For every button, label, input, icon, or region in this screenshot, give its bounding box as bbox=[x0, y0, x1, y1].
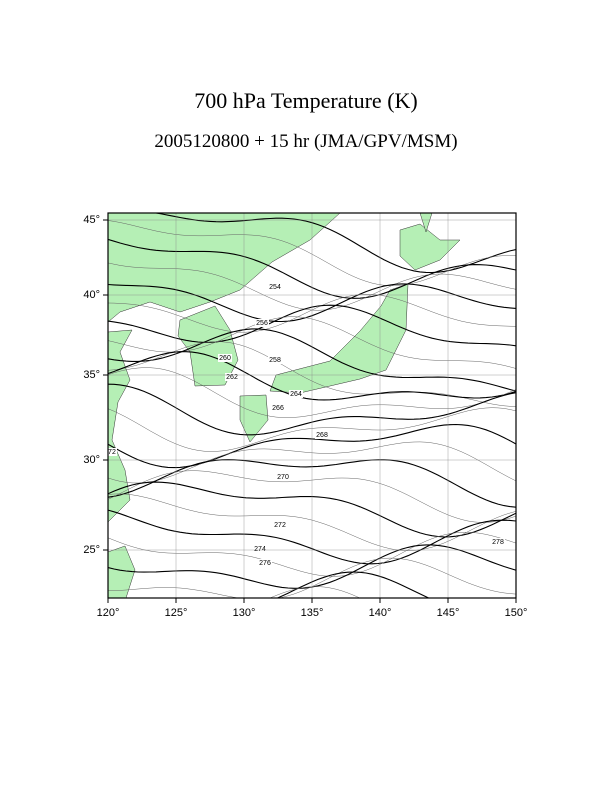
contour-label: 264 bbox=[290, 391, 302, 398]
lon-tick-label: 140° bbox=[369, 607, 392, 619]
map-area: 254 256 258 260 262 264 266 268 270 272 274 276 278 2… bbox=[104, 213, 516, 598]
lon-tick-label: 120° bbox=[97, 607, 120, 619]
lat-tick-label: 25° bbox=[83, 544, 100, 556]
contour-label: 270 bbox=[277, 474, 289, 481]
lon-tick-label: 125° bbox=[165, 607, 188, 619]
contour-label-bg bbox=[268, 356, 282, 364]
contour-label-bg bbox=[255, 319, 269, 327]
land bbox=[399, 223, 461, 271]
land bbox=[108, 545, 136, 598]
land bbox=[177, 305, 239, 387]
contour-label-bg bbox=[491, 538, 505, 546]
lon-tick-label: 135° bbox=[301, 607, 324, 619]
contour-label-bg bbox=[108, 448, 117, 456]
land bbox=[419, 213, 433, 233]
contour-label: 262 bbox=[226, 374, 238, 381]
land bbox=[108, 329, 133, 523]
contour-label: 258 bbox=[269, 357, 281, 364]
lat-tick-label: 45° bbox=[83, 214, 100, 226]
lon-tick-label: 130° bbox=[233, 607, 256, 619]
contour-label-bg bbox=[315, 431, 329, 439]
contour-label-bg bbox=[225, 373, 239, 381]
contour-label-bg bbox=[289, 390, 303, 398]
land bbox=[108, 213, 341, 323]
contour-label-bg bbox=[253, 545, 267, 553]
lat-tick-label: 40° bbox=[83, 289, 100, 301]
land bbox=[239, 394, 269, 443]
title: 700 hPa Temperature (K) bbox=[194, 88, 417, 113]
contour-label: 278 bbox=[492, 539, 504, 546]
lon-tick-label: 145° bbox=[437, 607, 460, 619]
contour-label: 256 bbox=[256, 320, 268, 327]
lat-tick-label: 35° bbox=[83, 369, 100, 381]
contour-label-bg bbox=[258, 559, 272, 567]
contour-label: 272 bbox=[104, 449, 116, 456]
lat-tick-label: 30° bbox=[83, 454, 100, 466]
contour-label-bg bbox=[268, 283, 282, 291]
contour-label-bg bbox=[218, 354, 232, 362]
contour-label: 268 bbox=[316, 432, 328, 439]
contour-label: 272 bbox=[274, 522, 286, 529]
contour-label-bg bbox=[273, 521, 287, 529]
contour-label: 276 bbox=[259, 560, 271, 567]
lon-tick-label: 150° bbox=[505, 607, 528, 619]
contour-label-bg bbox=[271, 404, 285, 412]
contour-label: 254 bbox=[269, 284, 281, 291]
contour-label-bg bbox=[276, 473, 290, 481]
contour-label: 266 bbox=[272, 405, 284, 412]
subtitle: 2005120800 + 15 hr (JMA/GPV/MSM) bbox=[154, 131, 457, 152]
contour-label: 260 bbox=[219, 355, 231, 362]
contour-label: 274 bbox=[254, 546, 266, 553]
